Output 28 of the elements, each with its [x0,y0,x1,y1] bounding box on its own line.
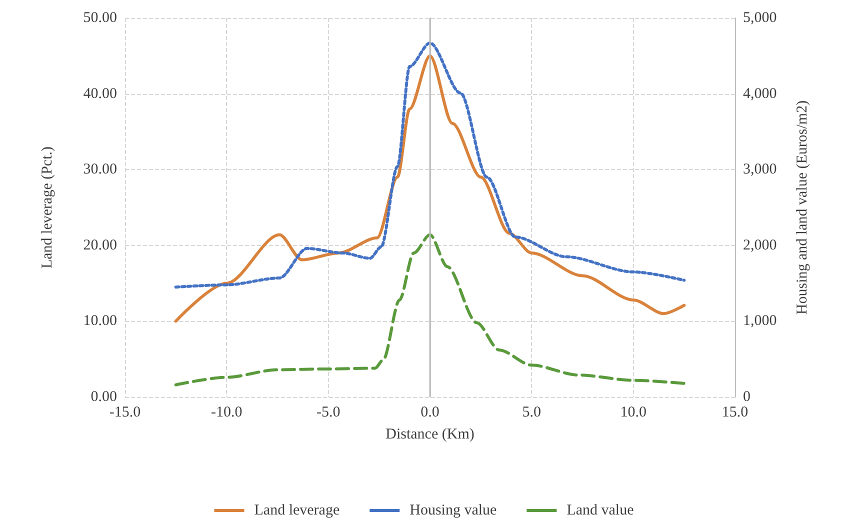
x-tick-label: 5.0 [522,404,542,420]
y-tick-label: 0.00 [90,389,117,405]
y-axis-title: Land leverage (Pct.) [40,146,56,269]
x-tick-label: -10.0 [211,404,242,420]
y2-axis-title: Housing and land value (Euros/m2) [794,100,810,315]
y-tick-label: 20.00 [83,237,117,254]
x-tick-label: 10.0 [620,404,646,420]
x-tick-label: -5.0 [316,404,340,420]
x-tick-label: -15.0 [109,404,141,420]
y2-tick-label: 4,000 [743,86,777,102]
legend-label: Land leverage [254,502,340,518]
line-series [174,42,686,289]
legend-label: Housing value [410,502,498,518]
x-tick-label: 0.0 [420,404,440,420]
legend-label: Land value [566,502,634,518]
line-series [174,233,686,386]
line-series [174,54,686,323]
y2-tick-label: 1,000 [743,313,777,330]
y-tick-label: 10.00 [83,313,117,330]
y2-tick-label: 0 [743,389,750,405]
y2-tick-label: 2,000 [743,237,777,254]
y-tick-label: 50.00 [83,10,117,26]
y-tick-label: 40.00 [83,86,117,102]
x-tick-label: 15.0 [722,404,748,420]
y2-tick-label: 5,000 [743,10,777,26]
x-axis-title: Distance (Km) [386,426,474,442]
y-tick-label: 30.00 [83,162,117,178]
y2-tick-label: 3,000 [743,162,777,178]
